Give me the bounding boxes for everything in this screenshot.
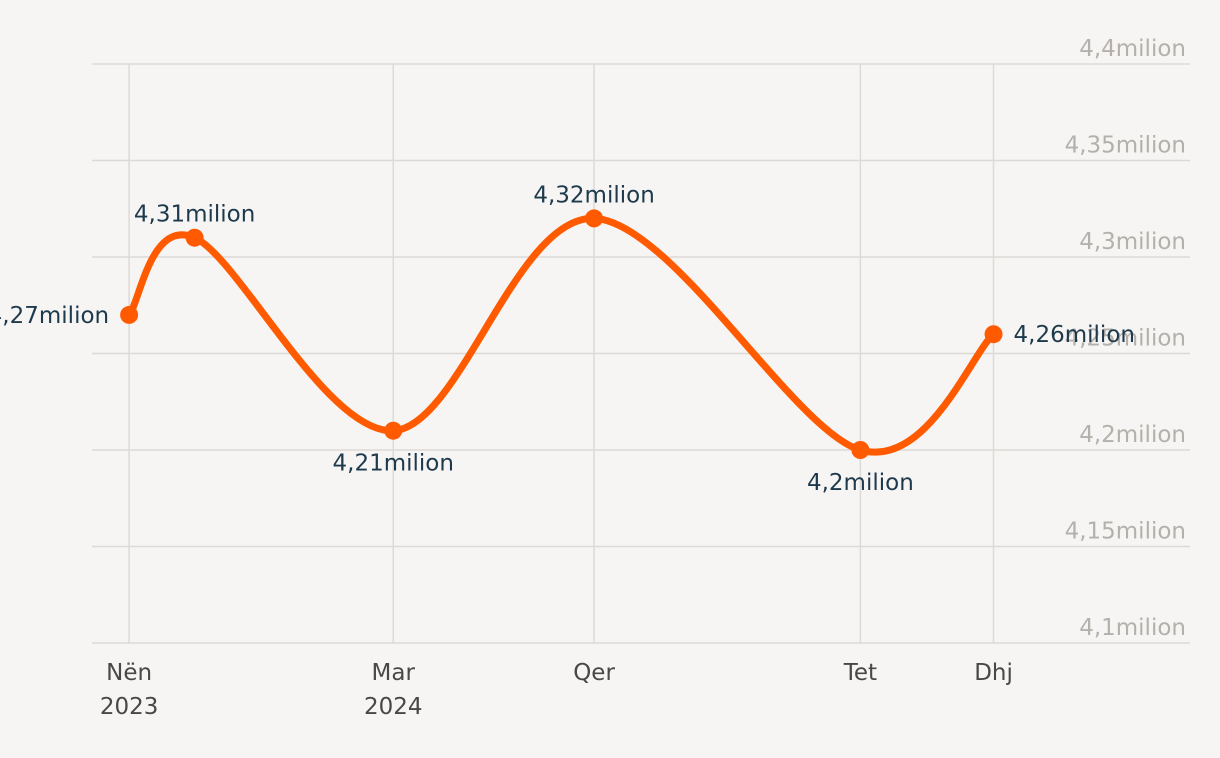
data-point (585, 209, 604, 228)
y-tick-label: 4,1milion (1079, 615, 1186, 641)
data-point (185, 228, 204, 247)
x-tick-label: Dhj (974, 660, 1013, 686)
data-label: 4,2milion (807, 470, 914, 496)
y-tick-label: 4,2milion (1079, 422, 1186, 448)
data-point (984, 325, 1003, 344)
data-point (384, 421, 403, 440)
data-points-layer (120, 209, 1003, 459)
data-point (851, 441, 870, 459)
y-tick-label: 4,15milion (1065, 519, 1186, 545)
data-label: 4,32milion (533, 182, 654, 208)
data-label: 4,31milion (134, 202, 255, 228)
x-tick-year-label: 2024 (364, 694, 423, 720)
y-tick-label: 4,3milion (1079, 229, 1186, 255)
x-tick-label: Mar (372, 660, 416, 686)
data-point (120, 305, 139, 324)
x-axis-ticks: Nën 2023 Mar 2024 Qer Tet Dhj (100, 660, 1013, 720)
series-line-layer (125, 214, 998, 456)
data-labels-layer: 4,27milion 4,31milion 4,21milion 4,32milion… (0, 182, 1135, 496)
x-tick-label: Qer (573, 660, 615, 686)
y-tick-label: 4,35milion (1065, 133, 1186, 159)
data-label: 4,26milion (1014, 322, 1135, 348)
y-axis-ticks: 4,1milion 4,15milion 4,2milion 4,25milion 4,… (1065, 36, 1186, 641)
x-tick-label: Tet (843, 660, 877, 686)
y-tick-label: 4,25milion (1065, 326, 1186, 352)
grid-layer (92, 63, 1190, 644)
series-line (125, 214, 998, 456)
x-tick-year-label: 2023 (100, 694, 159, 720)
data-label: 4,27milion (0, 303, 109, 329)
x-tick-label: Nën (106, 660, 152, 686)
data-label: 4,21milion (333, 451, 454, 477)
y-tick-label: 4,4milion (1079, 36, 1186, 62)
